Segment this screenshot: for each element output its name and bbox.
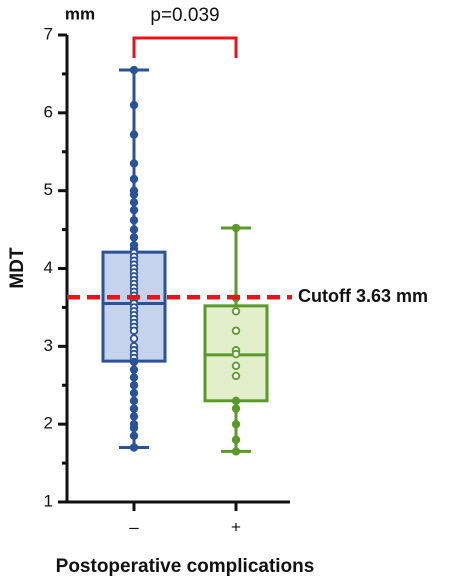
y-tick-label: 5: [44, 180, 53, 199]
data-point: [129, 404, 139, 413]
y-tick-label: 3: [44, 336, 53, 355]
data-point: [129, 412, 139, 421]
reference-label: Cutoff 3.63 mm: [298, 286, 428, 306]
y-tick-label: 1: [44, 491, 53, 510]
data-point: [231, 307, 241, 316]
data-point: [129, 205, 139, 215]
data-point: [231, 326, 241, 335]
data-point: [129, 174, 139, 184]
data-point: [129, 225, 139, 234]
data-point: [129, 365, 139, 374]
x-tick-label: +: [231, 517, 241, 536]
data-point: [129, 423, 139, 433]
data-point: [231, 396, 241, 406]
data-point: [129, 100, 139, 110]
y-unit: mm: [65, 4, 95, 23]
y-label: MDT: [7, 247, 28, 289]
data-point: [129, 381, 139, 390]
y-tick-label: 7: [44, 24, 53, 43]
data-point: [231, 447, 241, 456]
data-point: [231, 404, 241, 413]
data-point: [129, 431, 139, 441]
annotation: p=0.039: [150, 5, 219, 26]
data-point: [129, 388, 139, 398]
data-point: [129, 233, 139, 242]
data-point: [129, 130, 139, 139]
x-tick-label: –: [129, 517, 139, 536]
data-point: [129, 159, 139, 168]
data-point: [231, 419, 241, 429]
data-point: [129, 65, 139, 75]
data-point: [129, 334, 139, 343]
data-point: [129, 396, 139, 406]
data-point: [231, 223, 241, 233]
data-point: [129, 357, 139, 367]
data-point: [231, 435, 241, 444]
y-tick-label: 6: [44, 102, 53, 121]
data-point: [129, 373, 139, 382]
x-label: Postoperative complications: [56, 556, 315, 577]
data-point: [129, 198, 139, 207]
data-point: [231, 349, 241, 359]
data-point: [129, 190, 139, 199]
data-point: [231, 371, 241, 381]
data-point: [129, 443, 139, 452]
data-point: [129, 216, 139, 225]
y-tick-label: 2: [44, 414, 53, 433]
significance-bracket: [132, 36, 238, 58]
data-point: [231, 361, 241, 370]
data-point: [129, 326, 139, 335]
y-tick-label: 4: [44, 258, 53, 277]
